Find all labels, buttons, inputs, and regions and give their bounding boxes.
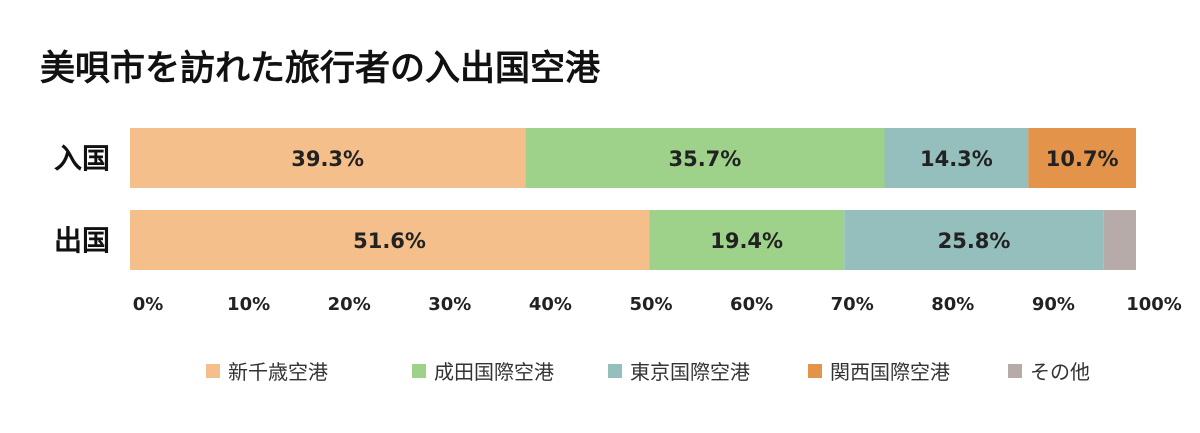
x-tick-label: 0%: [133, 294, 164, 315]
chart-title: 美唄市を訪れた旅行者の入出国空港: [40, 49, 601, 89]
x-tick-label: 70%: [831, 294, 874, 315]
legend-swatch: [1008, 364, 1022, 378]
data-label: 39.3%: [291, 147, 364, 171]
legend-label: 成田国際空港: [434, 360, 554, 384]
data-label: 35.7%: [668, 147, 741, 171]
legend-label: 東京国際空港: [630, 360, 750, 384]
legend-swatch: [412, 364, 426, 378]
x-tick-label: 40%: [529, 294, 572, 315]
bar-segment: [130, 128, 526, 188]
bar-segment: [884, 128, 1029, 188]
x-tick-label: 60%: [730, 294, 773, 315]
data-label: 14.3%: [920, 147, 993, 171]
legend: 新千歳空港 成田国際空港 東京国際空港 関西国際空港 その他: [206, 360, 1090, 384]
bar-segment: [1103, 210, 1136, 270]
data-label: 25.8%: [938, 229, 1011, 253]
x-axis-tick-labels: 0% 10% 20% 30% 40% 50% 60% 70% 80% 90% 100%: [133, 294, 1182, 315]
legend-swatch: [808, 364, 822, 378]
data-label: 10.7%: [1046, 147, 1119, 171]
data-label: 19.4%: [710, 229, 783, 253]
data-label: 51.6%: [353, 229, 426, 253]
legend-swatch: [608, 364, 622, 378]
bars-group: 39.3% 35.7% 14.3% 10.7% 51.6% 19.4% 25.8%: [130, 128, 1136, 270]
bar-segment: [649, 210, 845, 270]
bar-segment: [844, 210, 1104, 270]
bar-segment: [525, 128, 885, 188]
legend-label: 関西国際空港: [830, 360, 950, 384]
x-tick-label: 20%: [328, 294, 371, 315]
x-tick-label: 100%: [1126, 294, 1182, 315]
x-tick-label: 80%: [931, 294, 974, 315]
legend-label: 新千歳空港: [228, 360, 328, 384]
x-tick-label: 50%: [629, 294, 672, 315]
category-label: 入国: [54, 142, 110, 175]
category-label: 出国: [54, 224, 110, 257]
x-tick-label: 30%: [428, 294, 471, 315]
bar-segment: [1028, 128, 1136, 188]
bar-segment: [130, 210, 650, 270]
x-tick-label: 10%: [227, 294, 270, 315]
legend-label: その他: [1030, 360, 1090, 384]
x-tick-label: 90%: [1032, 294, 1075, 315]
legend-swatch: [206, 364, 220, 378]
